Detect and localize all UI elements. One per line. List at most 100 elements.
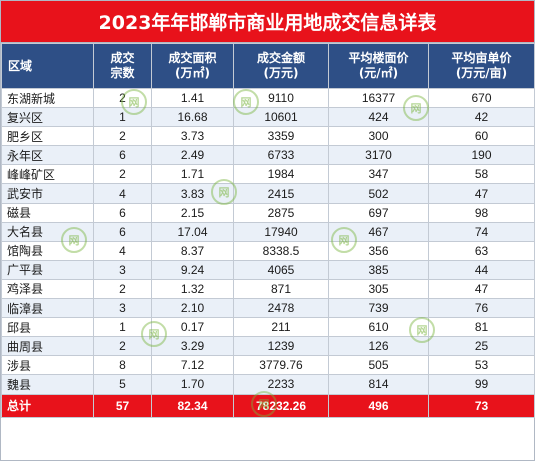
cell-area: 7.12 bbox=[151, 355, 234, 376]
cell-area: 2.49 bbox=[151, 145, 234, 166]
cell-floor-price: 505 bbox=[328, 355, 429, 376]
cell-deals: 3 bbox=[93, 259, 152, 280]
cell-area: 2.15 bbox=[151, 202, 234, 223]
cell-amount: 1984 bbox=[233, 164, 329, 185]
table-title: 2023年年邯郸市商业用地成交信息详表 bbox=[1, 1, 534, 43]
cell-area: 16.68 bbox=[151, 107, 234, 128]
cell-floor-price: 300 bbox=[328, 126, 429, 147]
cell-region: 肥乡区 bbox=[1, 126, 94, 147]
cell-floor-price: 424 bbox=[328, 107, 429, 128]
cell-amount: 2233 bbox=[233, 374, 329, 395]
header-mu-price-line2: (万元/亩) bbox=[455, 66, 508, 80]
cell-mu-price: 25 bbox=[428, 336, 535, 357]
cell-region: 馆陶县 bbox=[1, 240, 94, 261]
cell-floor-price: 356 bbox=[328, 240, 429, 261]
cell-floor-price: 610 bbox=[328, 317, 429, 338]
cell-amount: 6733 bbox=[233, 145, 329, 166]
header-area: 成交面积 (万㎡) bbox=[151, 43, 234, 89]
cell-area: 9.24 bbox=[151, 259, 234, 280]
cell-floor-price: 126 bbox=[328, 336, 429, 357]
cell-deals: 5 bbox=[93, 374, 152, 395]
cell-mu-price: 98 bbox=[428, 202, 535, 223]
header-mu-price-line1: 平均亩单价 bbox=[451, 51, 512, 65]
cell-deals: 2 bbox=[93, 87, 152, 109]
cell-floor-price: 467 bbox=[328, 221, 429, 242]
cell-amount: 1239 bbox=[233, 336, 329, 357]
cell-region: 复兴区 bbox=[1, 107, 94, 128]
cell-deals: 2 bbox=[93, 336, 152, 357]
header-deals: 成交 宗数 bbox=[93, 43, 152, 89]
cell-mu-price: 74 bbox=[428, 221, 535, 242]
table-row: 复兴区 1 16.68 10601 424 42 bbox=[1, 107, 535, 128]
table-row: 武安市 4 3.83 2415 502 47 bbox=[1, 183, 535, 204]
cell-area: 8.37 bbox=[151, 240, 234, 261]
cell-amount: 17940 bbox=[233, 221, 329, 242]
cell-region: 曲周县 bbox=[1, 336, 94, 357]
cell-area: 2.10 bbox=[151, 298, 234, 319]
header-amount: 成交金额 (万元) bbox=[233, 43, 329, 89]
header-area-line2: (万㎡) bbox=[175, 66, 210, 80]
cell-region: 广平县 bbox=[1, 259, 94, 280]
cell-deals: 6 bbox=[93, 221, 152, 242]
cell-amount: 2478 bbox=[233, 298, 329, 319]
cell-area: 1.70 bbox=[151, 374, 234, 395]
cell-amount: 871 bbox=[233, 278, 329, 300]
table-row: 曲周县 2 3.29 1239 126 25 bbox=[1, 336, 535, 357]
header-amount-line2: (万元) bbox=[263, 66, 299, 80]
cell-mu-price: 73 bbox=[428, 393, 535, 418]
cell-mu-price: 42 bbox=[428, 107, 535, 128]
cell-floor-price: 814 bbox=[328, 374, 429, 395]
table-row: 肥乡区 2 3.73 3359 300 60 bbox=[1, 126, 535, 147]
cell-amount: 78232.26 bbox=[233, 393, 329, 418]
cell-amount: 3359 bbox=[233, 126, 329, 147]
table-row: 临漳县 3 2.10 2478 739 76 bbox=[1, 298, 535, 319]
cell-deals: 2 bbox=[93, 164, 152, 185]
cell-mu-price: 76 bbox=[428, 298, 535, 319]
cell-mu-price: 63 bbox=[428, 240, 535, 261]
header-floor-price: 平均楼面价 (元/㎡) bbox=[328, 43, 429, 89]
cell-area: 82.34 bbox=[151, 393, 234, 418]
table-row: 涉县 8 7.12 3779.76 505 53 bbox=[1, 355, 535, 376]
cell-region: 武安市 bbox=[1, 183, 94, 204]
cell-mu-price: 53 bbox=[428, 355, 535, 376]
header-area-line1: 成交面积 bbox=[168, 51, 217, 65]
header-floor-price-line2: (元/㎡) bbox=[358, 66, 399, 80]
table-row: 磁县 6 2.15 2875 697 98 bbox=[1, 202, 535, 223]
cell-region: 邱县 bbox=[1, 317, 94, 338]
header-deals-line1: 成交 bbox=[110, 51, 135, 65]
cell-mu-price: 99 bbox=[428, 374, 535, 395]
cell-mu-price: 47 bbox=[428, 278, 535, 300]
cell-deals: 6 bbox=[93, 145, 152, 166]
table-row: 鸡泽县 2 1.32 871 305 47 bbox=[1, 278, 535, 300]
total-row: 总计 57 82.34 78232.26 496 73 bbox=[1, 393, 535, 418]
cell-mu-price: 44 bbox=[428, 259, 535, 280]
cell-floor-price: 347 bbox=[328, 164, 429, 185]
cell-floor-price: 496 bbox=[328, 393, 429, 418]
cell-floor-price: 305 bbox=[328, 278, 429, 300]
cell-deals: 4 bbox=[93, 240, 152, 261]
cell-floor-price: 739 bbox=[328, 298, 429, 319]
cell-region: 永年区 bbox=[1, 145, 94, 166]
table-row: 馆陶县 4 8.37 8338.5 356 63 bbox=[1, 240, 535, 261]
cell-deals: 6 bbox=[93, 202, 152, 223]
cell-region: 鸡泽县 bbox=[1, 278, 94, 300]
cell-floor-price: 385 bbox=[328, 259, 429, 280]
cell-floor-price: 697 bbox=[328, 202, 429, 223]
cell-area: 3.83 bbox=[151, 183, 234, 204]
cell-deals: 3 bbox=[93, 298, 152, 319]
cell-area: 1.41 bbox=[151, 87, 234, 109]
table-body: 东湖新城 2 1.41 9110 16377 670 复兴区 1 16.68 10601 424 42… bbox=[1, 87, 535, 418]
cell-deals: 4 bbox=[93, 183, 152, 204]
cell-mu-price: 670 bbox=[428, 87, 535, 109]
cell-area: 3.29 bbox=[151, 336, 234, 357]
cell-region: 东湖新城 bbox=[1, 87, 94, 109]
cell-deals: 1 bbox=[93, 317, 152, 338]
table-row: 永年区 6 2.49 6733 3170 190 bbox=[1, 145, 535, 166]
cell-deals: 8 bbox=[93, 355, 152, 376]
table-row: 魏县 5 1.70 2233 814 99 bbox=[1, 374, 535, 395]
cell-amount: 9110 bbox=[233, 87, 329, 109]
cell-floor-price: 3170 bbox=[328, 145, 429, 166]
cell-area: 1.32 bbox=[151, 278, 234, 300]
cell-amount: 2415 bbox=[233, 183, 329, 204]
